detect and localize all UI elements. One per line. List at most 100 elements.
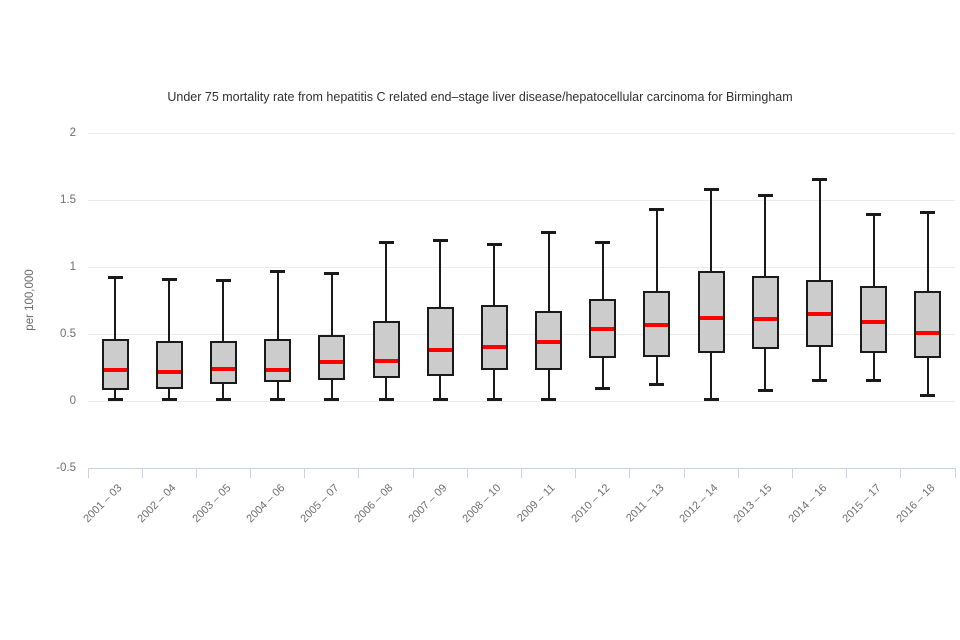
iqr-box	[155, 340, 183, 389]
x-category-label-text: 2004 – 06	[244, 482, 288, 526]
x-axis-tick	[629, 468, 631, 478]
median-line	[591, 326, 615, 331]
y-tick-label: 1	[69, 261, 76, 273]
whisker-cap-high	[649, 207, 665, 211]
median-line	[916, 330, 940, 335]
median-line	[103, 368, 127, 373]
whisker-cap-low	[270, 398, 286, 402]
x-category-label-text: 2001 – 03	[81, 482, 125, 526]
iqr-box	[101, 339, 129, 391]
whisker-cap-high	[270, 269, 286, 273]
iqr-box	[264, 339, 292, 383]
y-tick-label: 1.5	[60, 194, 76, 206]
median-line	[537, 340, 561, 345]
y-tick-label: 0.5	[60, 328, 76, 340]
x-category-label-text: 2008 – 10	[460, 482, 504, 526]
whisker-cap-low	[324, 398, 340, 402]
x-category-label-text: 2012 – 14	[677, 482, 721, 526]
x-category-label-text: 2015 – 17	[840, 482, 884, 526]
iqr-box	[318, 335, 346, 380]
whisker-stem	[114, 277, 117, 400]
median-line	[753, 317, 777, 322]
x-category-label-text: 2014 – 16	[785, 482, 830, 526]
y-tick-label: 2	[69, 127, 76, 139]
chart-title: Under 75 mortality rate from hepatitis C…	[167, 90, 793, 104]
whisker-cap-high	[378, 241, 394, 245]
x-category-label-text: 2002 – 04	[135, 482, 179, 526]
iqr-box	[426, 307, 454, 376]
x-axis-tick	[900, 468, 902, 478]
whisker-cap-low	[215, 398, 231, 402]
y-gridline	[88, 132, 955, 134]
x-category-label-text: 2003 – 05	[189, 482, 233, 526]
iqr-box	[860, 285, 888, 353]
whisker-cap-high	[866, 213, 882, 217]
y-tick-label: 0	[69, 395, 76, 407]
x-axis-tick	[683, 468, 685, 478]
whisker-cap-low	[920, 394, 936, 398]
y-gridline	[88, 266, 955, 268]
x-axis-tick	[791, 468, 793, 478]
x-category-label-text: 2007 – 09	[406, 482, 450, 526]
whisker-cap-high	[215, 278, 231, 282]
whisker-cap-low	[595, 387, 611, 391]
whisker-cap-high	[324, 272, 340, 276]
whisker-stem	[168, 279, 171, 400]
x-axis-tick	[87, 468, 89, 478]
whisker-cap-low	[757, 388, 773, 392]
y-gridline	[88, 400, 955, 402]
whisker-stem	[222, 280, 225, 400]
x-axis-tick	[737, 468, 739, 478]
whisker-cap-low	[541, 398, 557, 402]
whisker-cap-low	[107, 398, 123, 402]
y-gridline	[88, 199, 955, 201]
median-line	[266, 368, 290, 373]
whisker-cap-low	[161, 398, 177, 402]
iqr-box	[372, 320, 400, 379]
median-line	[157, 369, 181, 374]
whisker-cap-high	[161, 277, 177, 281]
whisker-cap-high	[703, 187, 719, 191]
median-line	[699, 315, 723, 320]
x-axis-tick	[141, 468, 143, 478]
x-axis-line	[88, 468, 956, 469]
x-category-label-text: 2013 – 15	[731, 482, 775, 526]
x-axis-tick	[195, 468, 197, 478]
y-tick-label: -0.5	[56, 462, 76, 474]
y-axis-title: per 100,000	[24, 269, 36, 331]
x-category-label-text: 2011 – 13	[623, 482, 667, 525]
y-gridline	[88, 333, 955, 335]
whisker-cap-high	[541, 230, 557, 234]
x-axis-tick	[846, 468, 848, 478]
whisker-cap-high	[920, 210, 936, 214]
x-axis-tick	[304, 468, 306, 478]
whisker-cap-low	[866, 379, 882, 383]
whisker-cap-high	[432, 238, 448, 242]
x-axis-tick	[466, 468, 468, 478]
median-line	[645, 322, 669, 327]
x-axis-tick	[412, 468, 414, 478]
whisker-cap-low	[703, 398, 719, 402]
median-line	[374, 358, 398, 363]
whisker-cap-high	[486, 242, 502, 246]
iqr-box	[480, 304, 508, 371]
whisker-cap-high	[757, 194, 773, 198]
whisker-cap-low	[812, 379, 828, 383]
whisker-stem	[276, 271, 279, 400]
median-line	[862, 319, 886, 324]
median-line	[211, 366, 235, 371]
x-category-label-text: 2005 – 07	[298, 482, 342, 526]
iqr-box	[914, 291, 942, 359]
whisker-cap-low	[378, 398, 394, 402]
median-line	[428, 348, 452, 353]
x-axis-tick	[954, 468, 956, 478]
iqr-box	[209, 340, 237, 384]
x-axis-tick	[575, 468, 577, 478]
whisker-cap-low	[486, 398, 502, 402]
whisker-cap-high	[595, 241, 611, 245]
x-category-label-text: 2016 – 18	[894, 482, 938, 526]
iqr-box	[751, 276, 779, 349]
x-axis-tick	[358, 468, 360, 478]
median-line	[482, 345, 506, 350]
